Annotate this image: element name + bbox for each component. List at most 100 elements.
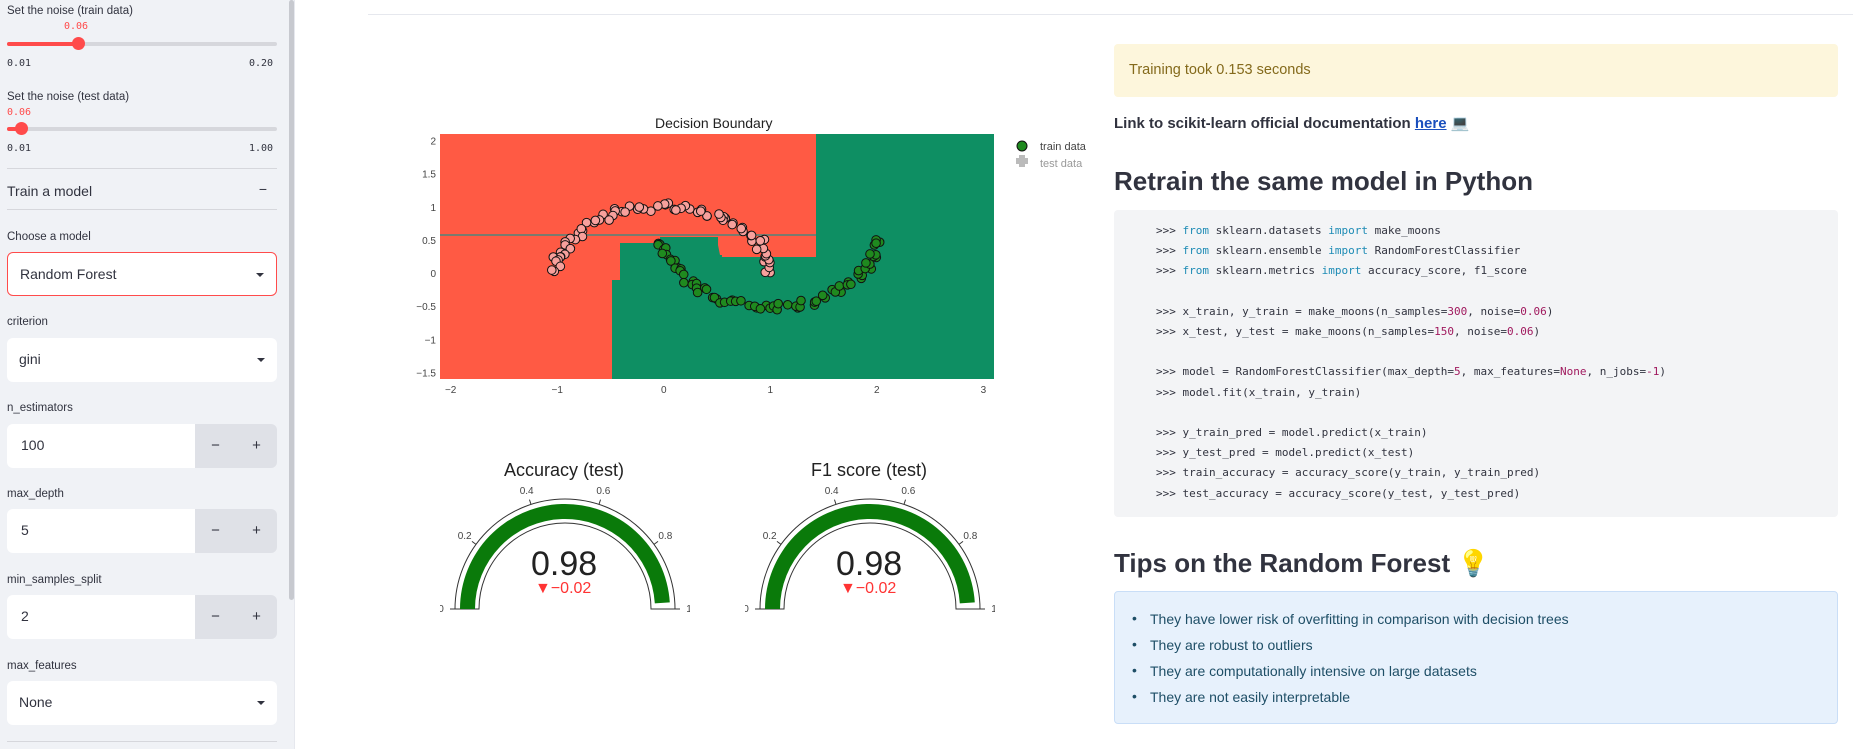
train-point	[811, 296, 822, 307]
gauge-tick-label: 1	[686, 604, 690, 614]
chevron-down-icon	[257, 358, 265, 362]
gauge-tick-label: 0.2	[763, 531, 777, 542]
train-point	[666, 256, 676, 266]
train-point	[565, 243, 576, 254]
gauge-bar	[765, 503, 975, 609]
min-samples-split-value: 2	[21, 608, 29, 624]
train-point	[846, 279, 856, 290]
max-depth-increment-button[interactable]: +	[236, 509, 277, 553]
code-line: >>> model.fit(x_train, y_train)	[1156, 385, 1362, 399]
train-point	[727, 219, 738, 230]
max-features-value: None	[19, 694, 53, 710]
gauge-tick-label: 1	[991, 604, 995, 614]
chevron-down-icon	[257, 701, 265, 705]
noise-train-fill	[7, 42, 78, 46]
min-samples-split-input[interactable]: 2 − +	[7, 595, 277, 639]
x-tick-label: 0	[661, 385, 667, 396]
criterion-select[interactable]: gini	[7, 338, 277, 382]
x-tick-label: 3	[981, 385, 987, 396]
y-tick-label: 1	[430, 203, 436, 214]
code-line: >>> x_test, y_test = make_moons(n_sample…	[1156, 325, 1541, 338]
train-point	[678, 269, 689, 280]
noise-train-slider[interactable]	[7, 37, 277, 50]
code-line: >>> x_train, y_train = make_moons(n_samp…	[1156, 304, 1554, 318]
tip-item: They are robust to outliers	[1132, 636, 1313, 653]
noise-train-max: 0.20	[249, 58, 274, 69]
legend-train-marker	[1016, 140, 1028, 152]
train-point	[773, 298, 783, 309]
min-samples-split-decrement-button[interactable]: −	[195, 595, 236, 639]
train-point	[590, 215, 601, 226]
train-point	[653, 201, 663, 211]
noise-test-slider[interactable]	[7, 122, 277, 135]
sidebar-scrollbar[interactable]	[289, 0, 294, 600]
noise-test-thumb[interactable]	[14, 122, 28, 135]
expander-title: Train a model	[7, 183, 93, 199]
gauge-tick-label: 0.4	[520, 486, 534, 497]
sidebar: Set the noise (train data) 0.06 0.01 0.2…	[0, 0, 295, 749]
accuracy-gauge-value: 0.98	[531, 545, 598, 583]
gauge-tick	[776, 541, 782, 545]
max-depth-label: max_depth	[7, 488, 64, 500]
train-point	[671, 205, 681, 215]
tip-item: They are computationally intensive on la…	[1132, 662, 1477, 679]
tip-item: They are not easily interpretable	[1132, 688, 1350, 705]
noise-test-fill	[7, 127, 21, 131]
noise-train-label: Set the noise (train data)	[7, 5, 133, 17]
train-point	[634, 202, 645, 212]
noise-train-min: 0.01	[7, 58, 32, 69]
train-point	[736, 223, 747, 234]
decision-boundary-plot[interactable]: −2 −1 0 1 2 3 21.510.50−0.5−1−1.5 train data …	[400, 125, 1100, 405]
train-point	[865, 249, 875, 259]
code-line: >>> from sklearn.ensemble import RandomF…	[1156, 244, 1521, 258]
gauge-bar	[460, 503, 670, 609]
n-estimators-field[interactable]: 100	[7, 424, 195, 468]
noise-test-value: 0.06	[7, 107, 32, 118]
train-point	[817, 290, 828, 301]
code-line: >>> test_accuracy = accuracy_score(y_tes…	[1156, 486, 1521, 500]
accuracy-gauge: 0 0.2 0.4 0.6 0.8 1	[440, 486, 690, 614]
tips-box: They have lower risk of overfitting in c…	[1114, 591, 1838, 724]
doc-link[interactable]: here	[1414, 115, 1447, 132]
train-point	[701, 284, 712, 295]
max-depth-input[interactable]: 5 − +	[7, 509, 277, 553]
train-point	[555, 261, 566, 272]
train-point	[546, 265, 557, 275]
f1-gauge-delta: ▼−0.02	[840, 580, 897, 597]
max-features-select[interactable]: None	[7, 681, 277, 725]
train-points-class1	[653, 235, 885, 315]
train-point	[620, 207, 630, 217]
collapse-icon[interactable]: −	[258, 181, 267, 197]
train-point	[746, 230, 757, 241]
train-point	[604, 215, 614, 225]
noise-train-thumb[interactable]	[72, 37, 85, 50]
tips-heading: Tips on the Random Forest 💡	[1114, 548, 1490, 579]
gauge-tick	[528, 499, 532, 505]
max-depth-decrement-button[interactable]: −	[195, 509, 236, 553]
noise-test-max: 1.00	[249, 143, 274, 154]
tips-heading-text: Tips on the Random Forest	[1114, 548, 1451, 578]
criterion-value: gini	[19, 351, 41, 367]
min-samples-split-field[interactable]: 2	[7, 595, 195, 639]
gauge-tick-label: 0.2	[458, 531, 472, 542]
y-tick-label: −0.5	[416, 302, 436, 313]
tip-item: They have lower risk of overfitting in c…	[1132, 610, 1569, 627]
n-estimators-label: n_estimators	[7, 402, 73, 414]
n-estimators-decrement-button[interactable]: −	[195, 424, 236, 468]
gauge-tick	[598, 499, 602, 505]
x-tick-label: −1	[551, 385, 563, 396]
model-select[interactable]: Random Forest	[7, 252, 277, 296]
max-depth-field[interactable]: 5	[7, 509, 195, 553]
n-estimators-input[interactable]: 100 − +	[7, 424, 277, 468]
train-points-class0	[546, 198, 775, 278]
n-estimators-increment-button[interactable]: +	[236, 424, 277, 468]
train-point	[796, 295, 806, 306]
train-point	[834, 281, 845, 291]
train-model-expander[interactable]: Train a model −	[7, 168, 277, 210]
train-point	[702, 211, 712, 221]
x-tick-label: 1	[767, 385, 773, 396]
gauge-tick	[653, 541, 659, 545]
gauge-tick	[903, 499, 907, 505]
min-samples-split-increment-button[interactable]: +	[236, 595, 277, 639]
code-line: >>> y_train_pred = model.predict(x_train…	[1156, 426, 1428, 439]
